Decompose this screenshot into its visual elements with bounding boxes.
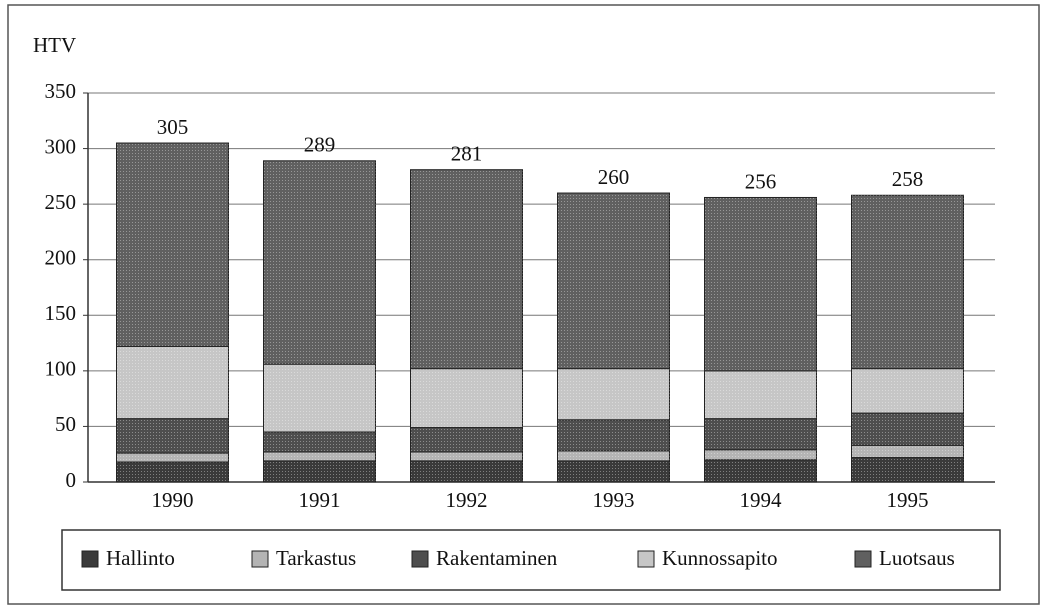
- x-tick-label: 1992: [446, 488, 488, 512]
- bar-texture: [263, 364, 376, 432]
- y-tick-label: 0: [66, 468, 77, 492]
- bar-texture: [557, 460, 670, 482]
- bar-texture: [704, 418, 817, 450]
- bar-texture: [557, 368, 670, 420]
- bar-texture: [410, 460, 523, 482]
- bar-texture: [851, 413, 964, 446]
- value-label: 289: [304, 133, 336, 157]
- bar-texture: [557, 419, 670, 451]
- x-tick-label: 1995: [887, 488, 929, 512]
- value-label: 260: [598, 165, 630, 189]
- x-tick-label: 1994: [740, 488, 783, 512]
- legend-swatch: [854, 550, 872, 568]
- bar-texture: [704, 370, 817, 419]
- bar-texture: [410, 368, 523, 428]
- value-label: 305: [157, 115, 189, 139]
- bar-texture: [851, 195, 964, 369]
- bar-texture: [410, 169, 523, 369]
- legend-box: [61, 529, 1001, 591]
- y-tick-label: 100: [45, 357, 77, 381]
- value-label: 256: [745, 169, 777, 193]
- y-tick-label: 150: [45, 301, 77, 325]
- value-label: 281: [451, 142, 483, 166]
- y-tick-label: 300: [45, 134, 77, 158]
- bar-texture: [263, 460, 376, 482]
- y-tick-label: 250: [45, 190, 77, 214]
- y-tick-label: 50: [55, 412, 76, 436]
- y-tick-label: 200: [45, 246, 77, 270]
- legend-label: Kunnossapito: [662, 546, 778, 570]
- legend-swatch: [81, 550, 99, 568]
- bar-texture: [704, 459, 817, 482]
- bar-texture: [704, 197, 817, 371]
- x-tick-label: 1991: [299, 488, 341, 512]
- legend-label: Rakentaminen: [436, 546, 558, 570]
- frame: [7, 4, 1040, 605]
- bar-texture: [263, 160, 376, 365]
- bar-texture: [116, 461, 229, 482]
- legend-swatch: [251, 550, 269, 568]
- bar-texture: [851, 457, 964, 482]
- bar-texture: [263, 451, 376, 461]
- bar-texture: [557, 193, 670, 369]
- y-tick-label: 350: [45, 79, 77, 103]
- x-tick-label: 1990: [152, 488, 194, 512]
- bar-texture: [410, 451, 523, 461]
- legend-label: Hallinto: [106, 546, 175, 570]
- bar-texture: [116, 418, 229, 454]
- bar-texture: [557, 450, 670, 461]
- bar-texture: [116, 143, 229, 347]
- legend-swatch: [411, 550, 429, 568]
- bar-texture: [263, 431, 376, 452]
- legend-label: Tarkastus: [276, 546, 356, 570]
- bar-texture: [851, 368, 964, 414]
- bar-texture: [410, 427, 523, 452]
- x-tick-label: 1993: [593, 488, 635, 512]
- bar-texture: [116, 346, 229, 419]
- value-label: 258: [892, 167, 924, 191]
- bar-texture: [116, 453, 229, 462]
- legend-label: Luotsaus: [879, 546, 955, 570]
- y-axis-label: HTV: [33, 33, 76, 57]
- bar-texture: [851, 445, 964, 458]
- bar-texture: [704, 449, 817, 460]
- legend-swatch: [637, 550, 655, 568]
